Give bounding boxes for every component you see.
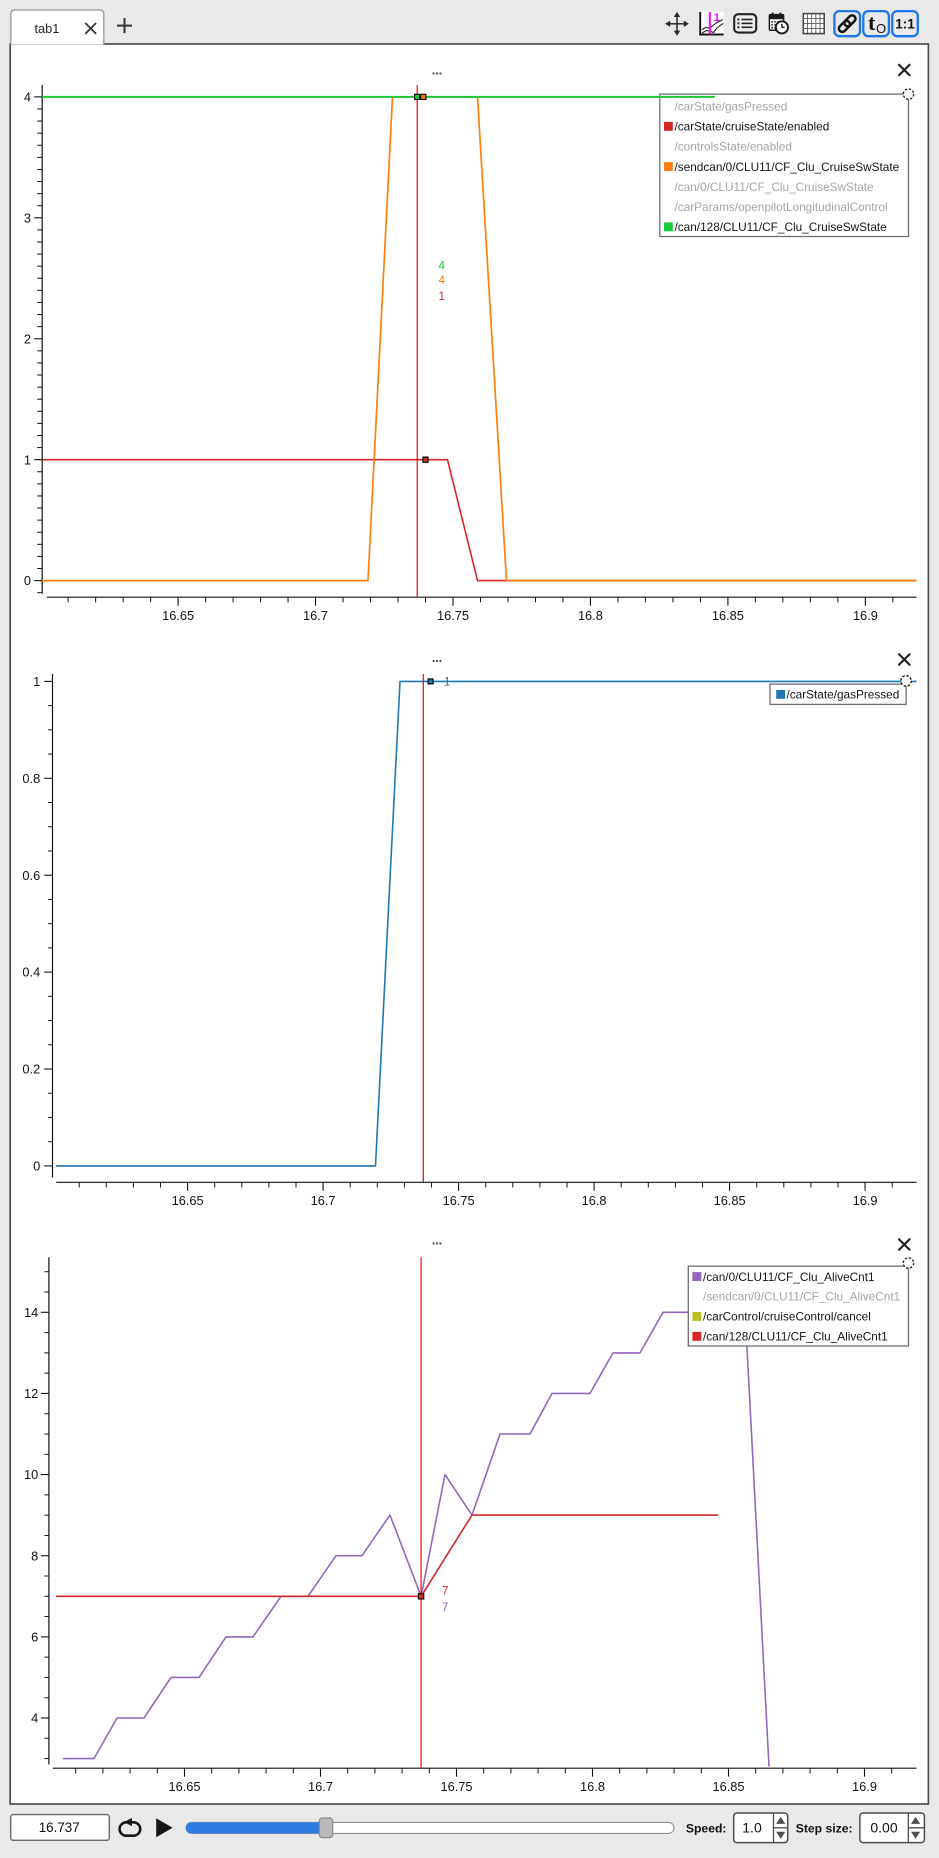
svg-text:16.7: 16.7 bbox=[308, 1779, 333, 1794]
svg-text:16.8: 16.8 bbox=[578, 608, 603, 623]
svg-text:tab1: tab1 bbox=[35, 21, 60, 36]
svg-text:4: 4 bbox=[31, 1711, 38, 1726]
svg-text:1: 1 bbox=[24, 452, 31, 467]
svg-text:16.9: 16.9 bbox=[853, 1193, 878, 1208]
svg-text:Speed:: Speed: bbox=[686, 1821, 727, 1835]
svg-text:/sendcan/0/CLU11/CF_Clu_Cruise: /sendcan/0/CLU11/CF_Clu_CruiseSwState bbox=[675, 160, 900, 174]
svg-text:16.65: 16.65 bbox=[168, 1779, 200, 1794]
svg-text:/can/0/CLU11/CF_Clu_CruiseSwSt: /can/0/CLU11/CF_Clu_CruiseSwState bbox=[675, 180, 875, 194]
svg-text:/can/128/CLU11/CF_Clu_AliveCnt: /can/128/CLU11/CF_Clu_AliveCnt1 bbox=[703, 1330, 888, 1344]
svg-text:16.8: 16.8 bbox=[582, 1193, 607, 1208]
svg-text:/can/0/CLU11/CF_Clu_AliveCnt1: /can/0/CLU11/CF_Clu_AliveCnt1 bbox=[703, 1270, 875, 1284]
svg-text:1: 1 bbox=[714, 12, 720, 24]
svg-text:0.8: 0.8 bbox=[22, 771, 40, 786]
svg-text:12: 12 bbox=[24, 1386, 38, 1401]
svg-text:3: 3 bbox=[24, 210, 31, 225]
svg-text:16.7: 16.7 bbox=[311, 1193, 336, 1208]
svg-text:16.737: 16.737 bbox=[39, 1820, 80, 1835]
svg-text:1: 1 bbox=[439, 291, 445, 303]
svg-text:/carControl/cruiseControl/canc: /carControl/cruiseControl/cancel bbox=[703, 1310, 871, 1324]
svg-text:/carState/cruiseState/enabled: /carState/cruiseState/enabled bbox=[675, 120, 830, 134]
svg-text:0.4: 0.4 bbox=[22, 965, 40, 980]
svg-text:4: 4 bbox=[24, 90, 31, 105]
svg-text:/controlsState/enabled: /controlsState/enabled bbox=[675, 140, 792, 154]
svg-text:16.75: 16.75 bbox=[443, 1193, 475, 1208]
svg-text:O: O bbox=[876, 21, 886, 36]
svg-text:2: 2 bbox=[24, 331, 31, 346]
svg-text:16.9: 16.9 bbox=[852, 1779, 877, 1794]
svg-text:7: 7 bbox=[442, 1586, 448, 1598]
svg-text:10: 10 bbox=[24, 1467, 38, 1482]
svg-text:/carState/gasPressed: /carState/gasPressed bbox=[787, 688, 900, 702]
svg-text:1: 1 bbox=[444, 677, 450, 689]
svg-text:8: 8 bbox=[31, 1548, 38, 1563]
svg-text:16.75: 16.75 bbox=[437, 608, 469, 623]
svg-text:4: 4 bbox=[439, 275, 446, 287]
svg-text:t: t bbox=[868, 10, 876, 35]
svg-text:16.7: 16.7 bbox=[303, 608, 328, 623]
svg-text:/carParams/openpilotLongitudin: /carParams/openpilotLongitudinalControl bbox=[675, 200, 888, 214]
svg-text:/can/128/CLU11/CF_Clu_CruiseSw: /can/128/CLU11/CF_Clu_CruiseSwState bbox=[675, 220, 888, 234]
svg-text:0.00: 0.00 bbox=[870, 1820, 897, 1836]
svg-text:1.0: 1.0 bbox=[742, 1820, 762, 1836]
svg-text:/carState/gasPressed: /carState/gasPressed bbox=[675, 100, 788, 114]
svg-text:4: 4 bbox=[439, 261, 446, 273]
svg-text:6: 6 bbox=[31, 1630, 38, 1645]
svg-text:0.2: 0.2 bbox=[22, 1062, 40, 1077]
svg-text:14: 14 bbox=[24, 1305, 38, 1320]
svg-text:1:1: 1:1 bbox=[895, 16, 915, 31]
svg-text:1: 1 bbox=[33, 674, 40, 689]
svg-text:/sendcan/0/CLU11/CF_Clu_AliveC: /sendcan/0/CLU11/CF_Clu_AliveCnt1 bbox=[703, 1290, 900, 1304]
svg-text:16.8: 16.8 bbox=[580, 1779, 605, 1794]
svg-text:Step size:: Step size: bbox=[796, 1821, 853, 1835]
svg-text:16.65: 16.65 bbox=[172, 1193, 204, 1208]
svg-text:0: 0 bbox=[33, 1159, 40, 1174]
svg-text:7: 7 bbox=[442, 1602, 448, 1614]
svg-text:16.85: 16.85 bbox=[712, 608, 744, 623]
svg-text:16.65: 16.65 bbox=[162, 608, 194, 623]
svg-text:0: 0 bbox=[24, 573, 31, 588]
svg-text:16.75: 16.75 bbox=[440, 1779, 472, 1794]
svg-text:16.9: 16.9 bbox=[853, 608, 878, 623]
svg-text:0.6: 0.6 bbox=[22, 868, 40, 883]
svg-text:16.85: 16.85 bbox=[714, 1193, 746, 1208]
svg-text:16.85: 16.85 bbox=[712, 1779, 744, 1794]
